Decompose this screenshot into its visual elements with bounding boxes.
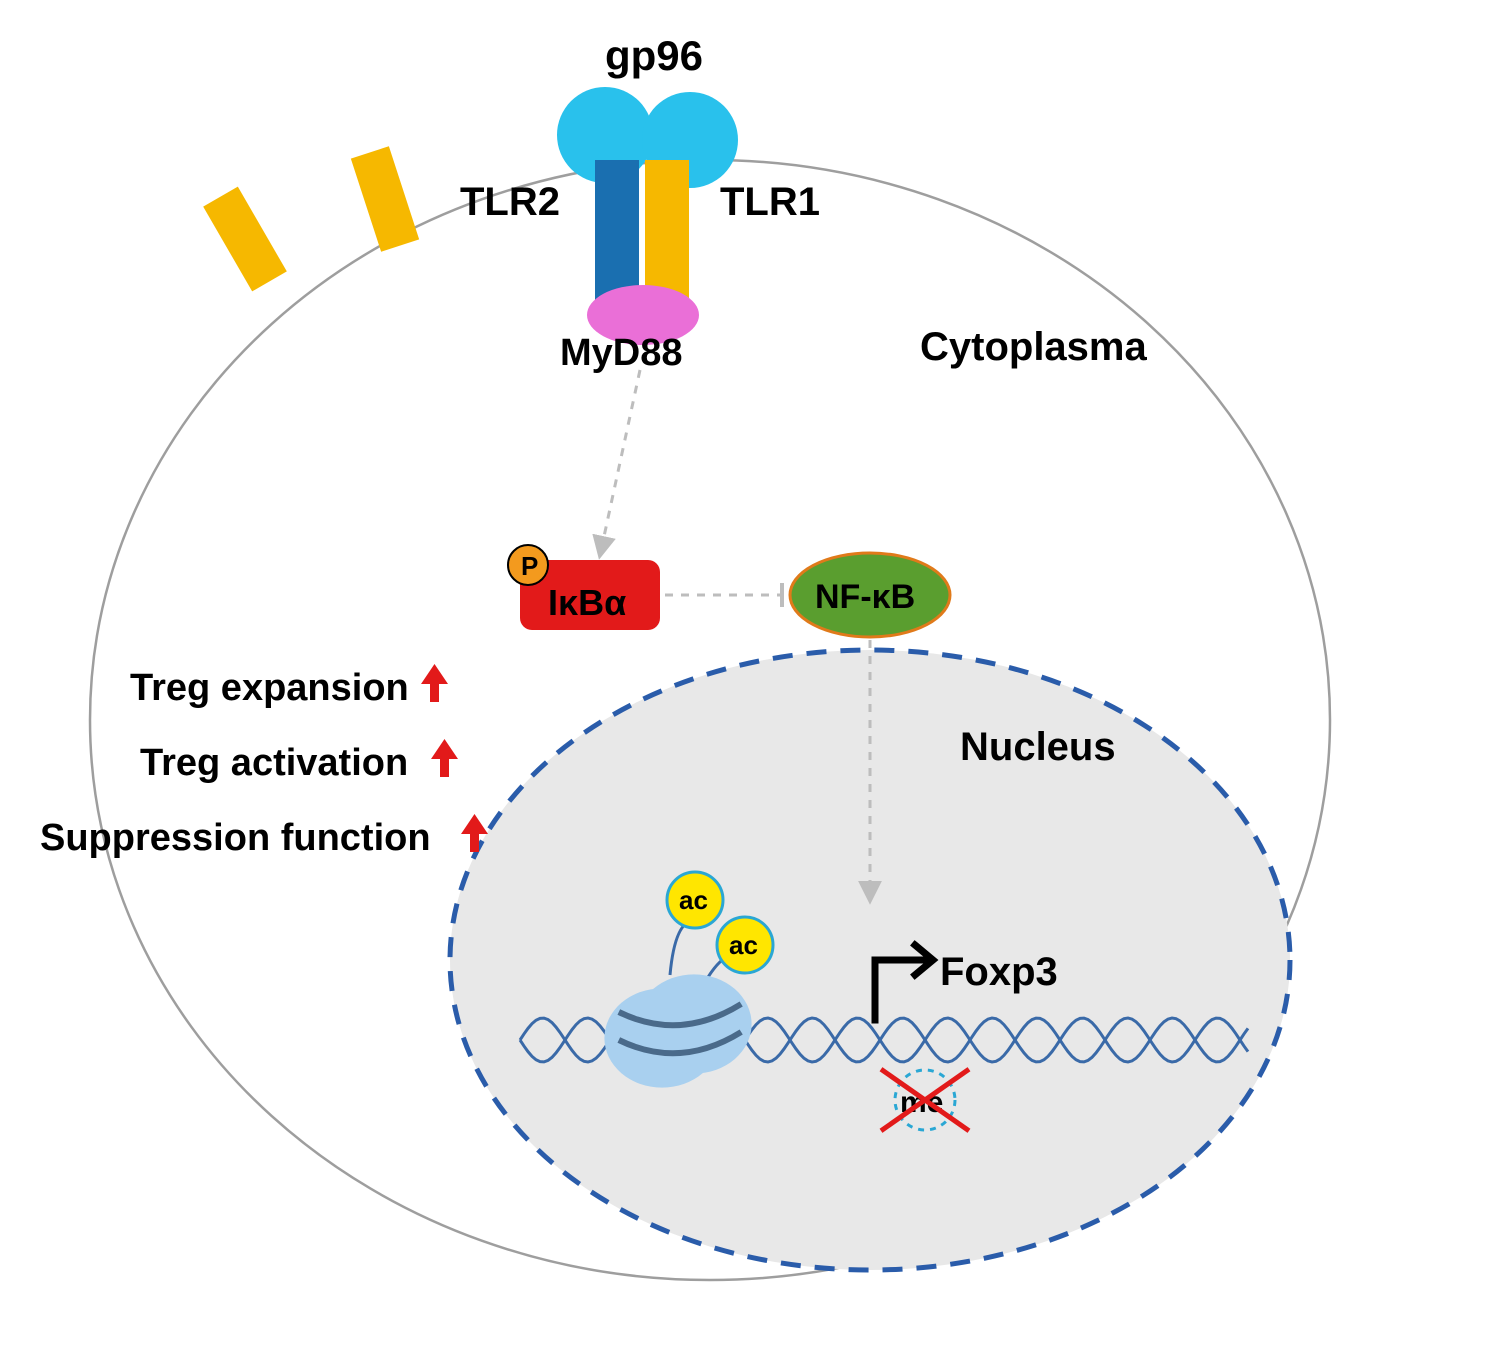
membrane-marker [351,146,419,252]
ikba-label: IκBα [548,582,626,623]
nfkb-label: NF-κB [815,578,915,616]
outcome-label: Treg activation [140,742,408,784]
myd88-label: MyD88 [560,332,683,374]
diagram-canvas: Cytoplasma Nucleus gp96 TLR2 TLR1 MyD88 … [0,0,1500,1361]
foxp3-label: Foxp3 [940,950,1058,994]
membrane-marker [203,187,287,292]
ikba-p-label: P [521,551,538,581]
tlr1-label: TLR1 [720,180,820,224]
ac-mark-label: ac [679,885,708,915]
gp96-label: gp96 [605,32,703,79]
nucleus-label: Nucleus [960,725,1116,769]
outcome-label: Treg expansion [130,667,409,709]
cytoplasm-label: Cytoplasma [920,325,1147,369]
ac-mark-label: ac [729,930,758,960]
outcome-label: Suppression function [40,817,431,859]
tlr2-label: TLR2 [460,180,560,224]
